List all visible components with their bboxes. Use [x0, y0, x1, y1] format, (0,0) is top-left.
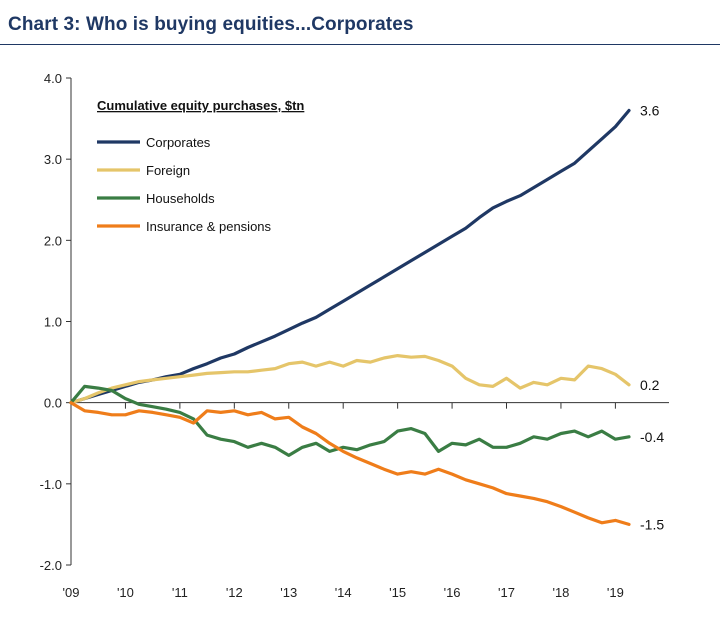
legend-label: Corporates [146, 135, 211, 150]
legend-label: Households [146, 191, 215, 206]
y-tick-label: -2.0 [40, 558, 62, 573]
x-tick-label: '15 [389, 585, 406, 600]
series-line-foreign [69, 354, 631, 405]
x-tick-label: '14 [335, 585, 352, 600]
legend-label: Foreign [146, 163, 190, 178]
x-tick-label: '10 [117, 585, 134, 600]
x-tick-label: '19 [607, 585, 624, 600]
end-label: -0.4 [640, 429, 664, 445]
y-tick-label: -1.0 [40, 477, 62, 492]
y-tick-label: 2.0 [44, 233, 62, 248]
series-line-corporates [69, 108, 631, 405]
legend-label: Insurance & pensions [146, 219, 272, 234]
legend-title: Cumulative equity purchases, $tn [97, 98, 304, 113]
y-tick-label: 3.0 [44, 152, 62, 167]
y-tick-label: 1.0 [44, 315, 62, 330]
end-label: 3.6 [640, 102, 660, 118]
series-line-households [69, 384, 631, 457]
chart-header: Chart 3: Who is buying equities...Corpor… [0, 0, 720, 48]
x-tick-label: '09 [63, 585, 80, 600]
series-line-insurance-pensions [69, 401, 631, 526]
end-label: -1.5 [640, 516, 664, 532]
x-tick-label: '12 [226, 585, 243, 600]
chart-title: Chart 3: Who is buying equities...Corpor… [8, 14, 414, 35]
end-label: 0.2 [640, 377, 660, 393]
y-tick-label: 4.0 [44, 71, 62, 86]
x-tick-label: '16 [444, 585, 461, 600]
x-tick-label: '11 [172, 585, 188, 600]
x-tick-label: '13 [280, 585, 297, 600]
title-rule [0, 44, 720, 45]
y-tick-label: 0.0 [44, 396, 62, 411]
x-tick-label: '17 [498, 585, 515, 600]
x-tick-label: '18 [552, 585, 569, 600]
